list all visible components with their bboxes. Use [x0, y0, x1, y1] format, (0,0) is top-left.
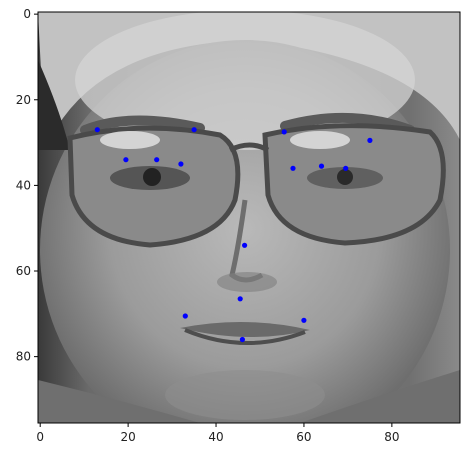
keypoint-4 [154, 157, 160, 163]
x-tick-label: 40 [208, 430, 223, 444]
keypoint-6 [281, 129, 287, 135]
x-tick-label: 20 [120, 430, 135, 444]
face-image [38, 12, 460, 423]
y-tick-label: 0 [23, 7, 31, 21]
plot-frame [37, 11, 461, 424]
y-tick-label: 60 [16, 264, 31, 278]
keypoint-9 [318, 163, 325, 169]
y-tick-label: 40 [16, 178, 31, 192]
keypoint-3 [123, 157, 129, 163]
keypoint-10 [343, 165, 349, 171]
keypoint-7 [367, 137, 373, 143]
keypoint-5 [178, 161, 184, 167]
keypoint-13 [182, 313, 188, 319]
keypoint-12 [237, 296, 243, 302]
y-tick-label: 20 [16, 93, 31, 107]
y-tick-label: 80 [16, 350, 31, 364]
x-tick-label: 80 [384, 430, 399, 444]
x-tick-label: 60 [296, 430, 311, 444]
keypoint-11 [242, 242, 248, 248]
axis-ticks: 0 20 40 60 80 0 20 40 60 80 [16, 7, 400, 444]
keypoints-layer [94, 127, 373, 343]
keypoint-8 [290, 165, 296, 171]
keypoint-14 [301, 317, 307, 323]
keypoint-2 [191, 127, 197, 133]
keypoint-15 [239, 336, 245, 343]
x-tick-label: 0 [36, 430, 44, 444]
keypoint-1 [94, 127, 100, 133]
